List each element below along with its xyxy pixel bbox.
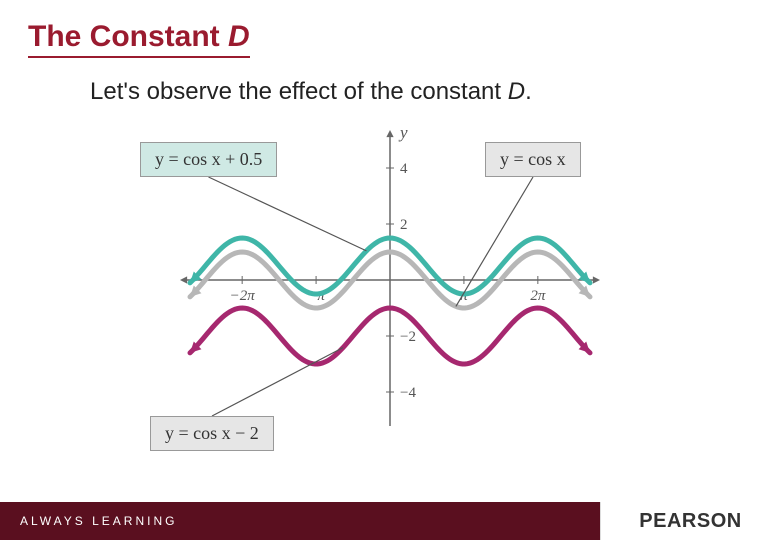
footer-text: ALWAYS LEARNING — [20, 514, 177, 528]
svg-text:4: 4 — [400, 161, 408, 177]
pearson-logo: PEARSON — [639, 510, 741, 533]
svg-text:2π: 2π — [530, 288, 546, 304]
svg-text:y: y — [398, 123, 408, 142]
body-prefix: Let's observe the effect of the constant — [90, 78, 508, 105]
title-prefix: The Constant — [28, 20, 228, 53]
eq-gray-text: y = cos x — [500, 149, 566, 169]
slide-title: The Constant D — [28, 20, 250, 58]
body-suffix: . — [525, 78, 532, 105]
footer-bar: ALWAYS LEARNING PEARSON — [0, 502, 780, 540]
svg-text:−2: −2 — [400, 329, 416, 345]
equation-label-teal: y = cos x + 0.5 — [140, 142, 277, 177]
body-var: D — [508, 78, 525, 105]
svg-text:2: 2 — [400, 217, 408, 233]
svg-text:−4: −4 — [400, 385, 416, 401]
eq-magenta-text: y = cos x − 2 — [165, 423, 259, 443]
equation-label-magenta: y = cos x − 2 — [150, 416, 274, 451]
chart-container: y−2π−ππ2π42−2−4 y = cos x + 0.5 y = cos … — [130, 120, 650, 460]
footer-right: PEARSON — [600, 502, 780, 540]
body-text: Let's observe the effect of the constant… — [90, 78, 532, 106]
footer-left: ALWAYS LEARNING — [0, 502, 600, 540]
title-var: D — [228, 20, 250, 53]
svg-text:−2π: −2π — [230, 288, 256, 304]
equation-label-gray: y = cos x — [485, 142, 581, 177]
eq-teal-text: y = cos x + 0.5 — [155, 149, 262, 169]
